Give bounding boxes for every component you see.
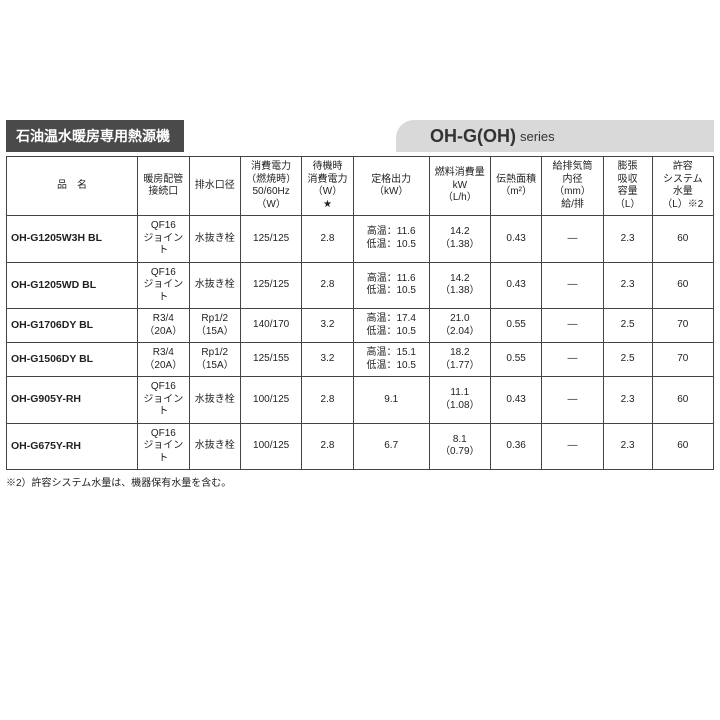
- series-suffix: series: [520, 129, 555, 144]
- cell-output: 高温：11.6低温：10.5: [353, 262, 429, 309]
- cell-drain: Rp1/2（15A）: [189, 309, 240, 343]
- cell-exp: 2.3: [603, 377, 652, 424]
- cell-fuel: 18.2（1.77）: [429, 343, 490, 377]
- cell-standby: 3.2: [302, 309, 353, 343]
- cell-conn: R3/4（20A）: [138, 343, 189, 377]
- cell-output: 高温：17.4低温：10.5: [353, 309, 429, 343]
- cell-fuel: 8.1（0.79）: [429, 423, 490, 470]
- cell-power: 100/125: [241, 423, 302, 470]
- table-row: OH-G1706DY BLR3/4（20A）Rp1/2（15A）140/1703…: [7, 309, 714, 343]
- cell-name: OH-G1706DY BL: [7, 309, 138, 343]
- cell-name: OH-G905Y-RH: [7, 377, 138, 424]
- cell-name: OH-G1205W3H BL: [7, 216, 138, 263]
- cell-power: 125/125: [241, 262, 302, 309]
- cell-exp: 2.3: [603, 262, 652, 309]
- cell-area: 0.43: [490, 377, 541, 424]
- cell-conn: R3/4（20A）: [138, 309, 189, 343]
- cell-power: 100/125: [241, 377, 302, 424]
- cell-conn: QF16ジョイント: [138, 377, 189, 424]
- cell-output: 高温：11.6低温：10.5: [353, 216, 429, 263]
- cell-fuel: 14.2（1.38）: [429, 216, 490, 263]
- cell-drain: 水抜き栓: [189, 262, 240, 309]
- cell-cap: 60: [652, 423, 713, 470]
- cell-name: OH-G675Y-RH: [7, 423, 138, 470]
- cell-standby: 2.8: [302, 377, 353, 424]
- table-header: 品 名暖房配管接続口排水口径消費電力（燃焼時）50/60Hz（W）待機時消費電力…: [7, 157, 714, 216]
- spec-table: 品 名暖房配管接続口排水口径消費電力（燃焼時）50/60Hz（W）待機時消費電力…: [6, 156, 714, 470]
- table-body: OH-G1205W3H BLQF16ジョイント水抜き栓125/1252.8高温：…: [7, 216, 714, 470]
- cell-area: 0.55: [490, 343, 541, 377]
- cell-drain: 水抜き栓: [189, 377, 240, 424]
- cell-name: OH-G1506DY BL: [7, 343, 138, 377]
- footnote: ※2）許容システム水量は、機器保有水量を含む。: [6, 474, 714, 489]
- cell-name: OH-G1205WD BL: [7, 262, 138, 309]
- cell-cap: 70: [652, 343, 713, 377]
- cell-standby: 2.8: [302, 423, 353, 470]
- col-header: 許容システム水量（L）※2: [652, 157, 713, 216]
- cell-output: 6.7: [353, 423, 429, 470]
- header-bar: 石油温水暖房専用熱源機 OH-G(OH) series: [6, 120, 714, 152]
- cell-standby: 2.8: [302, 262, 353, 309]
- cell-fuel: 11.1（1.08）: [429, 377, 490, 424]
- cell-cap: 60: [652, 262, 713, 309]
- cell-pipe: —: [542, 423, 603, 470]
- cell-area: 0.55: [490, 309, 541, 343]
- cell-drain: Rp1/2（15A）: [189, 343, 240, 377]
- cell-power: 140/170: [241, 309, 302, 343]
- cell-output: 高温：15.1低温：10.5: [353, 343, 429, 377]
- cell-cap: 60: [652, 216, 713, 263]
- cell-area: 0.43: [490, 216, 541, 263]
- cell-cap: 70: [652, 309, 713, 343]
- header-gap: [184, 120, 414, 152]
- col-header: 定格出力（kW）: [353, 157, 429, 216]
- cell-drain: 水抜き栓: [189, 423, 240, 470]
- cell-pipe: —: [542, 309, 603, 343]
- cell-pipe: —: [542, 377, 603, 424]
- cell-pipe: —: [542, 216, 603, 263]
- col-header: 品 名: [7, 157, 138, 216]
- cell-pipe: —: [542, 262, 603, 309]
- cell-area: 0.43: [490, 262, 541, 309]
- cell-pipe: —: [542, 343, 603, 377]
- cell-exp: 2.5: [603, 309, 652, 343]
- cell-standby: 2.8: [302, 216, 353, 263]
- table-row: OH-G1506DY BLR3/4（20A）Rp1/2（15A）125/1553…: [7, 343, 714, 377]
- series-name: OH-G(OH): [430, 126, 516, 147]
- cell-standby: 3.2: [302, 343, 353, 377]
- col-header: 伝熱面積（m²）: [490, 157, 541, 216]
- col-header: 膨張吸収容量（L）: [603, 157, 652, 216]
- series-title: OH-G(OH) series: [414, 120, 714, 152]
- col-header: 給排気筒内径（mm）給/排: [542, 157, 603, 216]
- cell-drain: 水抜き栓: [189, 216, 240, 263]
- cell-conn: QF16ジョイント: [138, 423, 189, 470]
- col-header: 消費電力（燃焼時）50/60Hz（W）: [241, 157, 302, 216]
- cell-fuel: 14.2（1.38）: [429, 262, 490, 309]
- cell-exp: 2.3: [603, 216, 652, 263]
- col-header: 待機時消費電力（W）★: [302, 157, 353, 216]
- cell-output: 9.1: [353, 377, 429, 424]
- cell-exp: 2.3: [603, 423, 652, 470]
- table-row: OH-G1205W3H BLQF16ジョイント水抜き栓125/1252.8高温：…: [7, 216, 714, 263]
- cell-fuel: 21.0（2.04）: [429, 309, 490, 343]
- table-row: OH-G905Y-RHQF16ジョイント水抜き栓100/1252.89.111.…: [7, 377, 714, 424]
- cell-power: 125/125: [241, 216, 302, 263]
- table-row: OH-G1205WD BLQF16ジョイント水抜き栓125/1252.8高温：1…: [7, 262, 714, 309]
- cell-area: 0.36: [490, 423, 541, 470]
- col-header: 暖房配管接続口: [138, 157, 189, 216]
- col-header: 排水口径: [189, 157, 240, 216]
- cell-conn: QF16ジョイント: [138, 216, 189, 263]
- cell-cap: 60: [652, 377, 713, 424]
- table-row: OH-G675Y-RHQF16ジョイント水抜き栓100/1252.86.78.1…: [7, 423, 714, 470]
- cell-conn: QF16ジョイント: [138, 262, 189, 309]
- col-header: 燃料消費量kW（L/h）: [429, 157, 490, 216]
- cell-power: 125/155: [241, 343, 302, 377]
- cell-exp: 2.5: [603, 343, 652, 377]
- category-title: 石油温水暖房専用熱源機: [6, 120, 184, 152]
